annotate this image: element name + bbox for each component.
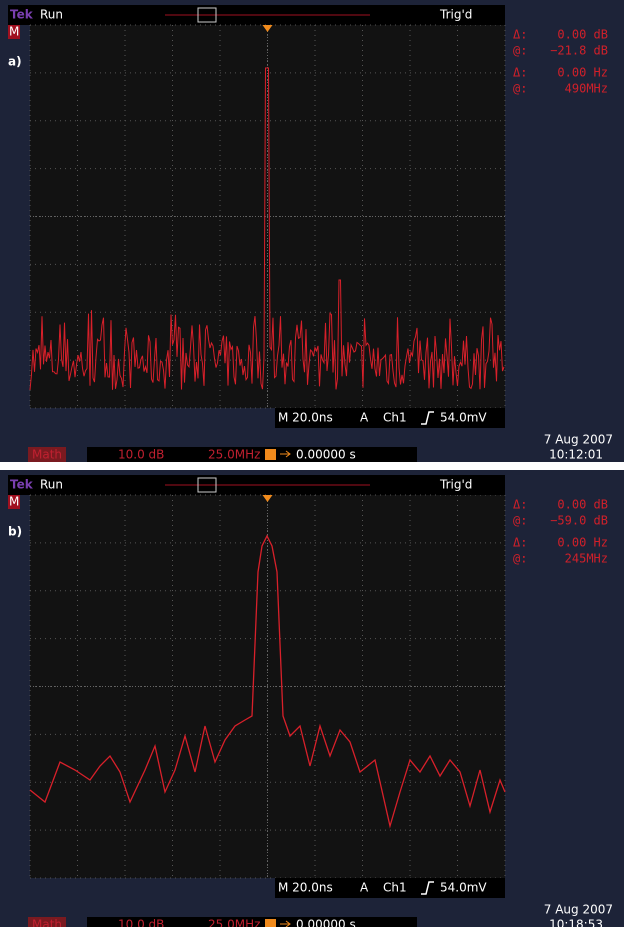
- date: 7 Aug 2007: [544, 433, 613, 447]
- scope-panel: Tek Run M Trig'd b) Δ: 0.00 dB @: −59.0 dB Δ: 0.00…: [0, 470, 624, 927]
- panel-label: a): [8, 55, 22, 69]
- brand: Tek: [10, 478, 34, 492]
- horizontal-position: 0.00000 s: [296, 918, 356, 927]
- readout-value: 245MHz: [565, 552, 608, 566]
- trigger-source: Ch1: [383, 881, 407, 895]
- readout-symbol: @:: [513, 44, 527, 58]
- readout-symbol: Δ:: [513, 498, 527, 512]
- panel-label: b): [8, 525, 22, 539]
- run-status: Run: [40, 478, 63, 492]
- position-icon: [265, 449, 276, 460]
- math-span: 25.0MHz: [208, 918, 260, 927]
- scope-panel: Tek Run M Trig'd a) Δ: 0.00 dB @: −21.8 dB Δ: 0.00…: [0, 0, 624, 462]
- readout-value: 0.00 dB: [557, 498, 608, 512]
- time: 10:18:53: [549, 918, 603, 927]
- math-scale: 10.0 dB: [118, 918, 164, 927]
- brand: Tek: [10, 8, 34, 22]
- timebase: M 20.0ns: [278, 411, 333, 425]
- readout-symbol: Δ:: [513, 536, 527, 550]
- readout-value: −21.8 dB: [550, 44, 608, 58]
- math-scale: 10.0 dB: [118, 448, 164, 462]
- readout-value: −59.0 dB: [550, 514, 608, 528]
- trigger-mode: A: [360, 881, 369, 895]
- readout-symbol: @:: [513, 82, 527, 96]
- trigger-level: 54.0mV: [440, 881, 487, 895]
- screenshot: Tek Run M Trig'd a) Δ: 0.00 dB @: −21.8 dB Δ: 0.00…: [0, 0, 624, 927]
- readout-value: 490MHz: [565, 82, 608, 96]
- readout-symbol: Δ:: [513, 28, 527, 42]
- timebase: M 20.0ns: [278, 881, 333, 895]
- page: Tek Run M Trig'd a) Δ: 0.00 dB @: −21.8 dB Δ: 0.00…: [0, 0, 624, 927]
- trigger-level: 54.0mV: [440, 411, 487, 425]
- readout-symbol: Δ:: [513, 66, 527, 80]
- readout-symbol: @:: [513, 552, 527, 566]
- date: 7 Aug 2007: [544, 903, 613, 917]
- channel-marker: M: [9, 495, 19, 509]
- trigger-mode: A: [360, 411, 369, 425]
- trigger-source: Ch1: [383, 411, 407, 425]
- trigger-status: Trig'd: [439, 8, 472, 22]
- math-label: Math: [32, 448, 62, 462]
- time: 10:12:01: [549, 448, 603, 462]
- readout-symbol: @:: [513, 514, 527, 528]
- readout-value: 0.00 Hz: [557, 66, 608, 80]
- position-icon: [265, 919, 276, 927]
- math-span: 25.0MHz: [208, 448, 260, 462]
- readout-value: 0.00 Hz: [557, 536, 608, 550]
- channel-marker: M: [9, 25, 19, 39]
- readout-value: 0.00 dB: [557, 28, 608, 42]
- trigger-status: Trig'd: [439, 478, 472, 492]
- run-status: Run: [40, 8, 63, 22]
- horizontal-position: 0.00000 s: [296, 448, 356, 462]
- math-label: Math: [32, 918, 62, 927]
